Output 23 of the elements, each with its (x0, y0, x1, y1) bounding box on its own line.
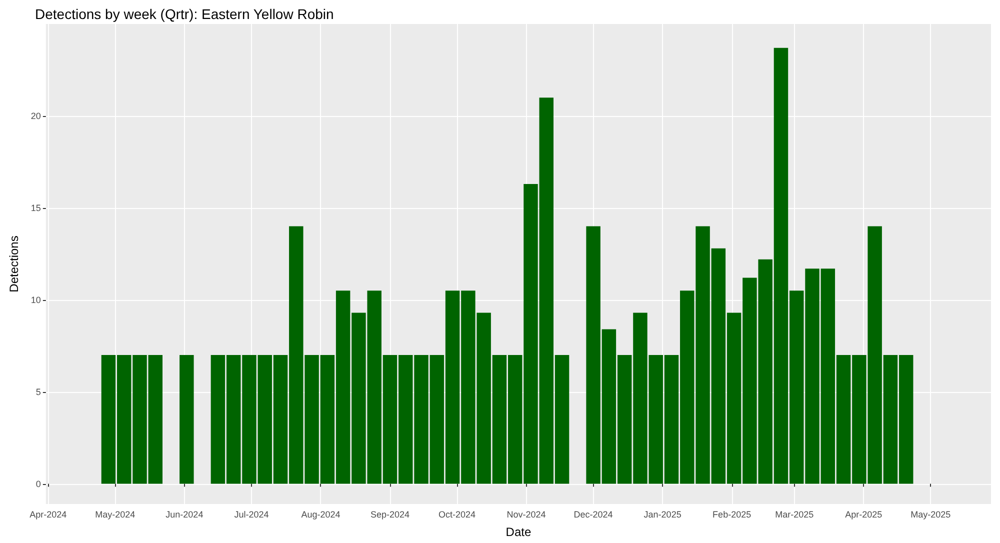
y-tick-label: 20 (30, 110, 41, 121)
x-tick-label: Aug-2024 (301, 510, 340, 520)
y-axis-title: Detections (7, 236, 21, 292)
x-tick-label: Nov-2024 (506, 510, 546, 520)
x-axis-title: Date (506, 525, 532, 539)
x-tick-label: Jul-2024 (234, 510, 269, 520)
x-tick-label: May-2025 (910, 510, 951, 520)
x-tick-label: Jan-2025 (644, 510, 682, 520)
x-tick-label: Mar-2025 (775, 510, 814, 520)
x-tick-label: Apr-2024 (30, 510, 67, 520)
x-tick-label: Dec-2024 (574, 510, 613, 520)
x-tick-label: Apr-2025 (845, 510, 882, 520)
x-tick-label: Sep-2024 (370, 510, 410, 520)
y-tick-label: 5 (36, 386, 41, 397)
x-tick-label: May-2024 (95, 510, 136, 520)
y-tick-label: 10 (30, 294, 41, 305)
x-tick-label: Feb-2025 (712, 510, 752, 520)
chart-title: Detections by week (Qrtr): Eastern Yellow Robin (35, 6, 334, 22)
x-tick-label: Oct-2024 (438, 510, 476, 520)
bar (180, 355, 194, 484)
y-tick-label: 0 (36, 478, 41, 489)
x-tick-label: Jun-2024 (166, 510, 204, 520)
y-tick-label: 15 (30, 202, 41, 213)
